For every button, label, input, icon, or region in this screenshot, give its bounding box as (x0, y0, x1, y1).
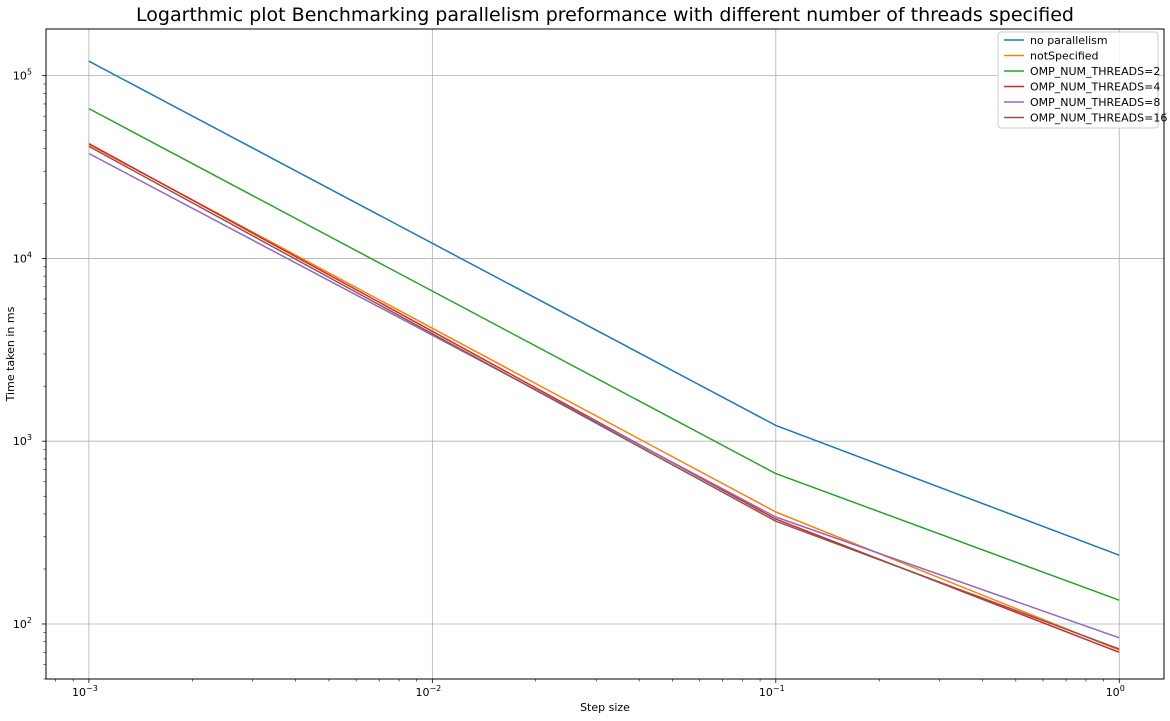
series-line-1 (88, 143, 1120, 651)
legend-entry-2: OMP_NUM_THREADS=2 (1030, 65, 1160, 78)
legend-items: no parallelism notSpecified OMP_NUM_THREAD… (1004, 34, 1167, 125)
x-axis-ticks: 10−3 10−2 10−1 100 (72, 679, 1125, 699)
series-line-5 (88, 145, 1120, 650)
y-axis-ticks: 102 103 104 105 (13, 68, 46, 631)
y-tick-label: 104 (13, 250, 32, 265)
x-tick-label: 10−1 (759, 684, 785, 699)
legend-entry-1: notSpecified (1030, 50, 1099, 63)
legend-entry-4: OMP_NUM_THREADS=8 (1030, 96, 1160, 109)
series-line-2 (88, 107, 1120, 601)
grid-lines (46, 29, 1164, 679)
legend-entry-3: OMP_NUM_THREADS=4 (1030, 81, 1160, 94)
y-tick-label: 105 (13, 68, 32, 83)
x-tick-label: 100 (1106, 684, 1125, 699)
legend-entry-0: no parallelism (1030, 34, 1108, 47)
legend-entry-5: OMP_NUM_THREADS=16 (1030, 112, 1167, 125)
plot-frame (45, 28, 1165, 680)
series-line-4 (88, 152, 1120, 639)
series-lines (88, 60, 1120, 653)
series-line-3 (88, 142, 1120, 653)
chart-title: Logarthmic plot Benchmarking parallelism… (136, 4, 1074, 26)
legend-box (997, 31, 1159, 129)
x-tick-label: 10−3 (72, 684, 98, 699)
legend: no parallelism notSpecified OMP_NUM_THREAD… (997, 31, 1167, 129)
x-axis-label: Step size (580, 701, 630, 714)
y-tick-label: 103 (13, 433, 32, 448)
y-tick-label: 102 (13, 616, 32, 631)
minor-ticks (43, 83, 1104, 682)
y-axis-label: Time taken in ms (4, 306, 17, 402)
x-tick-label: 10−2 (415, 684, 441, 699)
series-line-0 (88, 60, 1120, 556)
